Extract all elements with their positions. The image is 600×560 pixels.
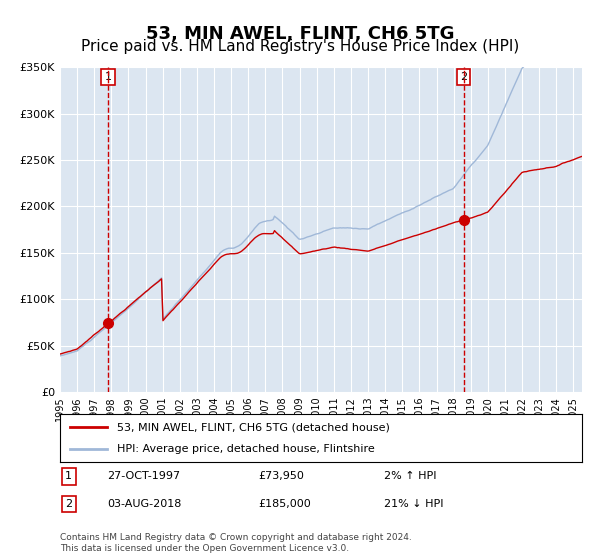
Text: £73,950: £73,950 (259, 471, 304, 481)
Text: HPI: Average price, detached house, Flintshire: HPI: Average price, detached house, Flin… (118, 444, 375, 454)
Text: 1: 1 (105, 72, 112, 82)
Text: 27-OCT-1997: 27-OCT-1997 (107, 471, 180, 481)
Text: 1: 1 (65, 471, 72, 481)
Text: 53, MIN AWEL, FLINT, CH6 5TG (detached house): 53, MIN AWEL, FLINT, CH6 5TG (detached h… (118, 422, 390, 432)
Text: 2: 2 (65, 499, 73, 509)
Text: 2% ↑ HPI: 2% ↑ HPI (383, 471, 436, 481)
Text: 53, MIN AWEL, FLINT, CH6 5TG: 53, MIN AWEL, FLINT, CH6 5TG (146, 25, 454, 43)
Text: 03-AUG-2018: 03-AUG-2018 (107, 499, 181, 509)
Text: 21% ↓ HPI: 21% ↓ HPI (383, 499, 443, 509)
Text: Contains HM Land Registry data © Crown copyright and database right 2024.
This d: Contains HM Land Registry data © Crown c… (60, 533, 412, 553)
Text: 2: 2 (460, 72, 467, 82)
Text: Price paid vs. HM Land Registry's House Price Index (HPI): Price paid vs. HM Land Registry's House … (81, 39, 519, 54)
Text: £185,000: £185,000 (259, 499, 311, 509)
